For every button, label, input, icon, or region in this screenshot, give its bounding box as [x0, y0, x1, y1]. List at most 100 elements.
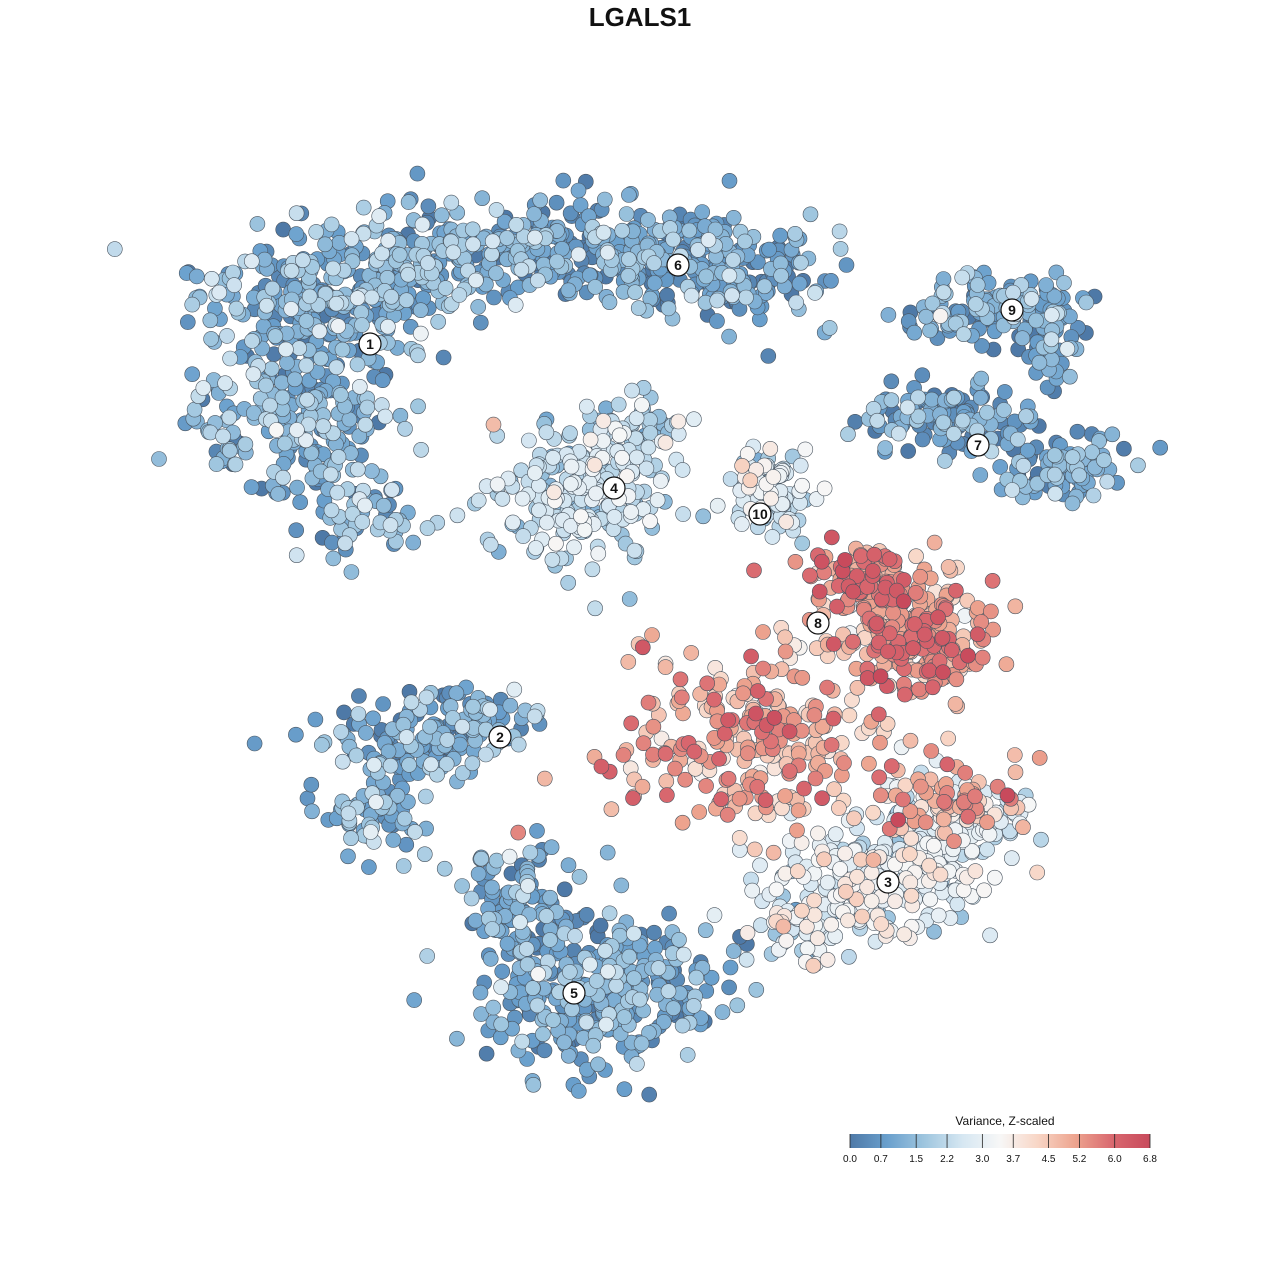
data-point: [362, 824, 379, 840]
data-point: [400, 266, 417, 283]
data-point: [419, 948, 436, 964]
data-point: [628, 449, 645, 466]
data-point: [299, 391, 315, 408]
data-point: [970, 600, 986, 616]
data-point: [911, 681, 927, 698]
data-point: [840, 426, 856, 443]
data-point: [380, 232, 397, 249]
data-point: [807, 285, 823, 301]
data-point: [657, 659, 674, 675]
data-point: [595, 224, 612, 241]
data-point: [811, 583, 828, 600]
data-point: [505, 514, 521, 531]
data-point: [584, 561, 601, 578]
cluster-label: 1: [358, 332, 382, 356]
data-point: [926, 923, 942, 940]
data-point: [275, 221, 292, 238]
data-point: [743, 648, 759, 665]
data-point: [932, 866, 949, 883]
data-point: [854, 908, 870, 925]
data-point: [809, 930, 826, 947]
legend-tick-label: 6.0: [1107, 1154, 1122, 1165]
data-point: [823, 737, 840, 753]
data-point: [357, 497, 373, 514]
data-point: [936, 453, 953, 469]
data-point: [582, 956, 598, 973]
data-point: [308, 224, 325, 240]
data-point: [276, 435, 293, 452]
data-point: [1043, 331, 1060, 348]
chart-title: LGALS1: [588, 2, 692, 32]
data-point: [794, 477, 810, 494]
data-point: [698, 268, 715, 285]
data-point: [449, 1030, 465, 1047]
data-point: [685, 998, 702, 1014]
data-point: [755, 660, 771, 677]
data-point: [599, 244, 616, 261]
data-point: [419, 520, 436, 536]
data-point: [823, 272, 839, 289]
data-point: [375, 696, 391, 712]
data-point: [578, 1014, 595, 1031]
data-point: [538, 514, 555, 531]
data-point: [467, 912, 484, 929]
data-point: [1003, 850, 1020, 867]
data-point: [781, 763, 798, 779]
data-point: [742, 472, 759, 489]
data-point: [1015, 457, 1032, 474]
data-point: [1028, 312, 1044, 329]
data-point: [934, 630, 951, 646]
data-point: [350, 706, 367, 722]
data-point: [794, 669, 811, 686]
data-point: [600, 963, 616, 980]
data-point: [586, 457, 603, 473]
data-point: [760, 348, 777, 364]
data-point: [410, 398, 426, 415]
data-point: [761, 241, 777, 258]
cluster-label: 8: [806, 611, 830, 635]
data-point: [870, 706, 887, 723]
data-point: [340, 805, 357, 822]
data-point: [423, 756, 439, 773]
data-point: [506, 681, 523, 698]
data-point: [1020, 442, 1036, 459]
data-point: [738, 951, 755, 968]
data-point: [292, 494, 309, 511]
data-point: [494, 963, 511, 980]
data-point: [278, 341, 294, 358]
data-point: [823, 916, 840, 933]
data-point: [348, 747, 365, 764]
data-point: [756, 278, 773, 295]
data-point: [527, 540, 544, 556]
legend-tick-label: 4.5: [1041, 1154, 1056, 1165]
data-point: [264, 280, 281, 297]
data-point: [979, 841, 995, 858]
data-point: [922, 891, 939, 908]
data-point: [940, 559, 957, 575]
data-point: [883, 758, 900, 774]
data-point: [1085, 487, 1102, 504]
data-point: [595, 413, 612, 429]
data-point: [355, 199, 372, 216]
data-point: [1152, 439, 1168, 456]
data-point: [489, 476, 506, 493]
data-point: [620, 267, 637, 284]
data-point: [451, 287, 468, 303]
data-point: [865, 804, 881, 821]
data-point: [184, 366, 200, 383]
data-point: [226, 277, 242, 293]
color-legend: Variance, Z-scaled 0.0 0.7 1.5 2.2 3.0 3.7 4.5…: [840, 1110, 1170, 1180]
data-point: [473, 850, 490, 867]
data-point: [1029, 475, 1046, 492]
data-point: [608, 977, 625, 994]
data-point: [237, 436, 254, 453]
data-point: [806, 892, 823, 909]
data-point: [332, 387, 349, 403]
data-point: [757, 792, 774, 809]
data-point: [1064, 449, 1081, 466]
data-point: [529, 272, 546, 289]
data-point: [279, 355, 295, 371]
data-point: [837, 552, 853, 568]
data-point: [322, 466, 339, 483]
data-point: [614, 449, 630, 466]
